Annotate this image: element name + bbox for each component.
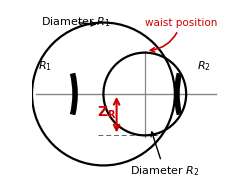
Text: waist position: waist position xyxy=(145,17,217,52)
Text: $R_1$: $R_1$ xyxy=(38,59,52,73)
Text: Diameter $R_1$: Diameter $R_1$ xyxy=(41,16,111,30)
Text: $\mathbf{Z_R}$: $\mathbf{Z_R}$ xyxy=(97,105,116,121)
Text: $R_2$: $R_2$ xyxy=(197,59,211,73)
Text: Diameter $R_2$: Diameter $R_2$ xyxy=(130,132,199,178)
